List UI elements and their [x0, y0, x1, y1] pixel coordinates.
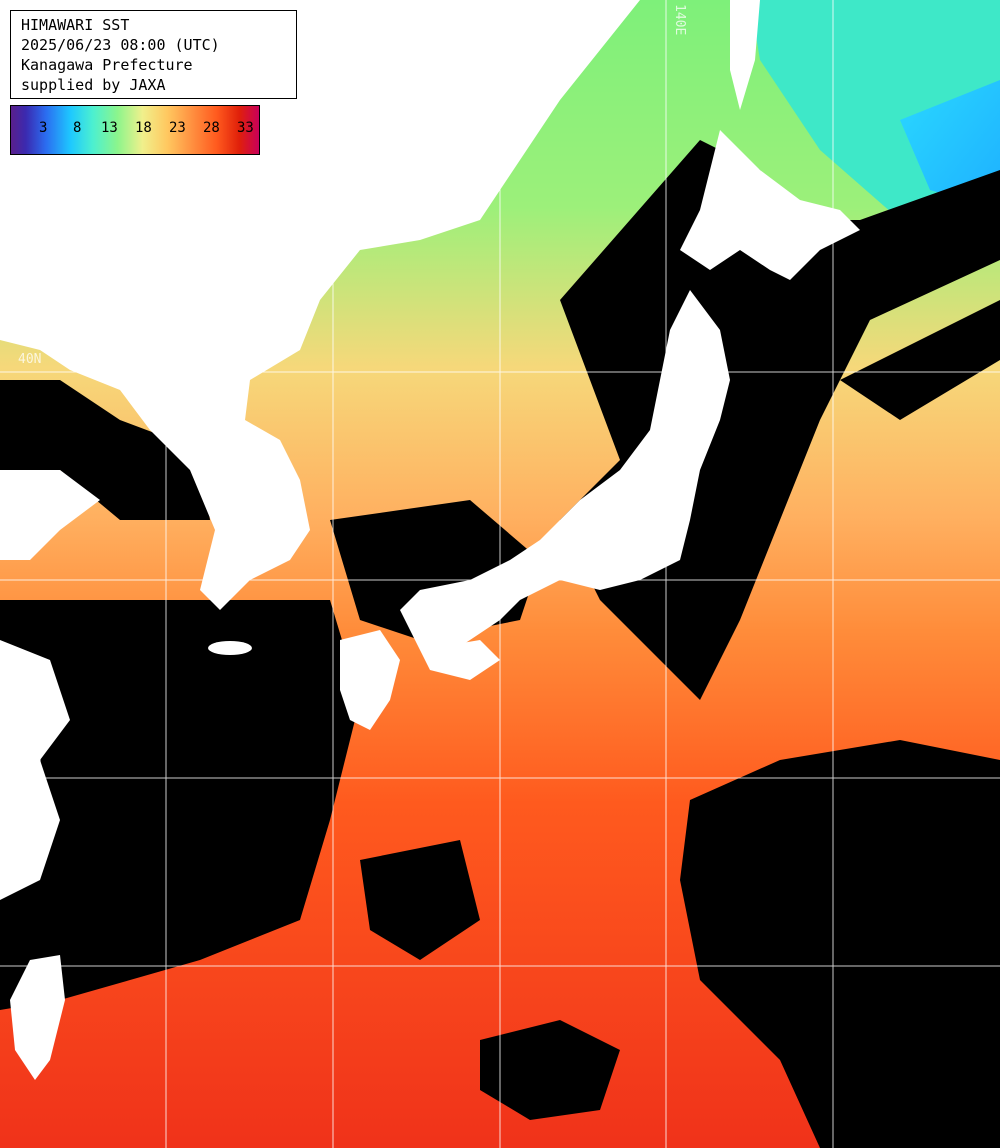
lon-label-140e: 140E [672, 4, 687, 36]
land-honshu [400, 290, 730, 660]
land-jeju [208, 641, 252, 655]
okhotsk-cold-patch [900, 80, 1000, 210]
land-kyushu [340, 630, 400, 730]
colorbar-tick: 28 [203, 120, 220, 136]
colorbar-tick: 33 [237, 120, 254, 136]
product-title: HIMAWARI SST [21, 16, 130, 34]
land-hokkaido [680, 130, 860, 280]
colorbar-tick: 3 [39, 120, 48, 136]
provider-org: Kanagawa Prefecture [21, 56, 193, 74]
temperature-colorbar: 3 8 13 18 23 28 33 [10, 105, 260, 155]
colorbar-tick: 23 [169, 120, 186, 136]
colorbar-tick: 13 [101, 120, 118, 136]
info-panel: HIMAWARI SST 2025/06/23 08:00 (UTC) Kana… [10, 10, 297, 99]
lat-label-30n: 30N [18, 758, 42, 773]
land-sakhalin [730, 0, 760, 110]
land-china-south [0, 640, 70, 900]
land-taiwan [10, 955, 65, 1080]
data-source: supplied by JAXA [21, 76, 166, 94]
timestamp: 2025/06/23 08:00 (UTC) [21, 36, 220, 54]
colorbar-tick: 8 [73, 120, 82, 136]
land-china-coast [0, 470, 100, 560]
land-shikoku [420, 640, 500, 680]
colorbar-tick: 18 [135, 120, 152, 136]
lat-label-40n: 40N [18, 352, 42, 367]
